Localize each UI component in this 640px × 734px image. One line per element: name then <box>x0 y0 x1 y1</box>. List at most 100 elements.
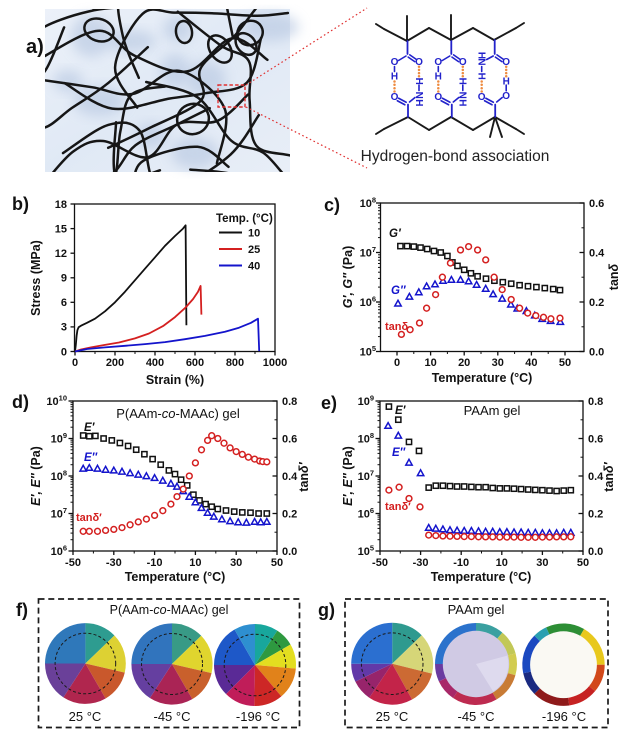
svg-text:25: 25 <box>248 244 260 256</box>
svg-text:N: N <box>476 58 487 65</box>
svg-text:G″: G″ <box>391 285 406 297</box>
svg-text:1000: 1000 <box>263 357 287 369</box>
svg-text:O: O <box>459 57 467 68</box>
svg-text:PAAm gel: PAAm gel <box>464 403 521 418</box>
svg-text:-50: -50 <box>65 557 81 569</box>
svg-text:6: 6 <box>61 297 67 309</box>
svg-text:tanδ′: tanδ′ <box>385 501 411 513</box>
svg-text:tanδ: tanδ <box>385 321 409 333</box>
svg-text:0.6: 0.6 <box>282 434 297 446</box>
svg-text:E′, E″ (Pa): E′, E″ (Pa) <box>29 446 43 506</box>
svg-text:-50: -50 <box>372 557 388 569</box>
svg-text:-30: -30 <box>106 557 122 569</box>
svg-text:Temperature (°C): Temperature (°C) <box>125 570 226 584</box>
svg-text:Strain (%): Strain (%) <box>146 373 204 387</box>
svg-text:25 °C: 25 °C <box>376 709 409 724</box>
svg-text:0.0: 0.0 <box>589 347 604 359</box>
svg-text:E″: E″ <box>392 447 406 459</box>
svg-text:40: 40 <box>248 261 260 273</box>
svg-text:H: H <box>413 99 424 106</box>
svg-text:0.8: 0.8 <box>588 396 603 408</box>
svg-text:108: 108 <box>358 431 374 446</box>
svg-text:Temp. (°C): Temp. (°C) <box>216 213 273 225</box>
svg-text:0.2: 0.2 <box>589 297 604 309</box>
svg-text:10: 10 <box>496 557 508 569</box>
svg-text:c): c) <box>324 195 340 215</box>
svg-text:e): e) <box>321 393 337 413</box>
svg-text:E′: E′ <box>395 405 407 417</box>
svg-text:15: 15 <box>55 223 67 235</box>
svg-text:H: H <box>435 72 442 83</box>
svg-text:O: O <box>502 91 510 102</box>
svg-text:Stress (MPa): Stress (MPa) <box>29 240 43 316</box>
svg-text:10: 10 <box>248 228 260 240</box>
svg-text:H: H <box>391 72 398 83</box>
svg-text:0: 0 <box>394 357 400 369</box>
svg-text:9: 9 <box>61 273 67 285</box>
svg-text:G′: G′ <box>389 228 402 240</box>
svg-text:tanδ′: tanδ′ <box>297 461 311 491</box>
svg-text:H: H <box>457 78 468 85</box>
svg-text:18: 18 <box>55 199 67 211</box>
svg-text:200: 200 <box>106 357 124 369</box>
svg-text:PAAm gel: PAAm gel <box>448 602 505 617</box>
svg-text:12: 12 <box>55 248 67 260</box>
svg-text:0.4: 0.4 <box>282 471 298 483</box>
svg-text:O: O <box>391 92 399 103</box>
svg-text:109: 109 <box>358 394 374 409</box>
svg-text:N: N <box>413 92 424 99</box>
svg-text:d): d) <box>12 392 29 412</box>
svg-text:O: O <box>478 92 486 103</box>
svg-text:H: H <box>503 76 510 87</box>
svg-text:-45 °C: -45 °C <box>154 709 191 724</box>
svg-text:-30: -30 <box>413 557 429 569</box>
svg-text:10: 10 <box>424 357 436 369</box>
svg-text:50: 50 <box>577 557 589 569</box>
svg-text:Temperature (°C): Temperature (°C) <box>432 371 533 385</box>
svg-text:106: 106 <box>360 295 376 310</box>
svg-text:25 °C: 25 °C <box>69 709 102 724</box>
svg-text:600: 600 <box>186 357 204 369</box>
svg-text:0: 0 <box>72 357 78 369</box>
svg-text:O: O <box>415 57 423 68</box>
svg-text:108: 108 <box>51 469 67 484</box>
svg-text:30: 30 <box>492 357 504 369</box>
svg-text:tanδ′: tanδ′ <box>76 512 102 524</box>
svg-text:0.2: 0.2 <box>588 509 603 521</box>
svg-text:E″: E″ <box>84 452 98 464</box>
svg-text:0.2: 0.2 <box>282 509 297 521</box>
svg-text:b): b) <box>12 194 29 214</box>
svg-text:G′, G″ (Pa): G′, G″ (Pa) <box>341 246 355 308</box>
svg-text:1010: 1010 <box>46 394 67 409</box>
svg-text:E′, E″ (Pa): E′, E″ (Pa) <box>341 446 355 506</box>
svg-text:107: 107 <box>358 469 374 484</box>
svg-text:50: 50 <box>271 557 283 569</box>
svg-text:N: N <box>457 92 468 99</box>
svg-text:f): f) <box>16 600 28 620</box>
svg-text:Hydrogen-bond association: Hydrogen-bond association <box>361 148 550 165</box>
svg-text:0: 0 <box>61 346 67 358</box>
svg-text:30: 30 <box>230 557 242 569</box>
svg-text:10: 10 <box>189 557 201 569</box>
svg-text:105: 105 <box>360 344 376 359</box>
svg-text:H: H <box>476 73 487 80</box>
svg-text:108: 108 <box>360 196 376 211</box>
svg-text:105: 105 <box>358 544 374 559</box>
svg-text:50: 50 <box>559 357 571 369</box>
svg-text:H: H <box>413 78 424 85</box>
svg-text:-196 °C: -196 °C <box>542 709 586 724</box>
svg-text:0.0: 0.0 <box>282 546 297 558</box>
svg-text:-10: -10 <box>453 557 469 569</box>
svg-text:Temperature (°C): Temperature (°C) <box>431 570 532 584</box>
svg-text:0.0: 0.0 <box>588 546 603 558</box>
svg-text:0.4: 0.4 <box>589 248 605 260</box>
svg-text:H: H <box>457 99 468 106</box>
svg-text:0.6: 0.6 <box>589 198 604 210</box>
svg-text:O: O <box>391 57 399 68</box>
svg-text:20: 20 <box>458 357 470 369</box>
svg-text:O: O <box>502 57 510 68</box>
svg-text:P(AAm-co-MAAc) gel: P(AAm-co-MAAc) gel <box>116 406 240 421</box>
svg-text:107: 107 <box>51 506 67 521</box>
svg-text:H: H <box>476 52 487 59</box>
svg-text:O: O <box>434 57 442 68</box>
